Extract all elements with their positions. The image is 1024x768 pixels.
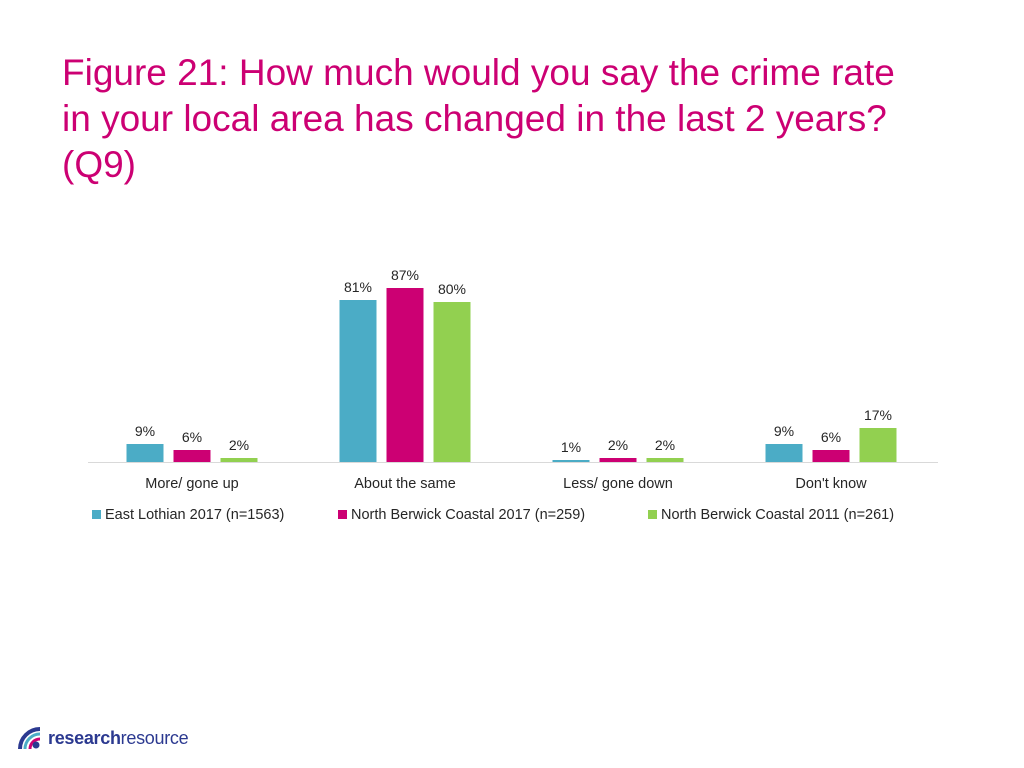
logo-text-bold: research <box>48 727 121 748</box>
legend-label-1: North Berwick Coastal 2017 (n=259) <box>351 507 585 523</box>
bar-2-0 <box>552 460 590 462</box>
bar-3-0 <box>765 444 803 462</box>
bar-1-1 <box>386 288 424 462</box>
data-label-2-0: 1% <box>561 439 581 455</box>
logo-text: researchresource <box>48 727 189 749</box>
data-label-3-2: 17% <box>864 407 892 423</box>
data-label-0-0: 9% <box>135 423 155 439</box>
bars-layer <box>126 288 897 462</box>
data-label-0-1: 6% <box>182 429 202 445</box>
bar-1-2 <box>433 302 471 462</box>
bar-1-0 <box>339 300 377 462</box>
data-label-3-1: 6% <box>821 429 841 445</box>
legend-swatch-0 <box>92 510 101 519</box>
bar-0-1 <box>173 450 211 462</box>
logo-arc-icon <box>18 727 41 750</box>
bar-chart: 9% 6% 2% 81% 87% 80% 1% 2% 2% 9% 6% 17% More/ gone … <box>88 267 938 523</box>
category-label-2: Less/ gone down <box>563 476 673 492</box>
legend-label-2: North Berwick Coastal 2011 (n=261) <box>661 507 894 523</box>
data-label-1-0: 81% <box>344 279 372 295</box>
legend-swatch-1 <box>338 510 347 519</box>
legend-swatch-2 <box>648 510 657 519</box>
data-label-1-1: 87% <box>391 267 419 283</box>
bar-3-1 <box>812 450 850 462</box>
data-label-2-2: 2% <box>655 437 675 453</box>
bar-2-2 <box>646 458 684 462</box>
legend: East Lothian 2017 (n=1563) North Berwick … <box>92 507 894 523</box>
category-label-3: Don't know <box>795 476 867 492</box>
data-label-2-1: 2% <box>608 437 628 453</box>
data-label-0-2: 2% <box>229 437 249 453</box>
bar-0-0 <box>126 444 164 462</box>
bar-2-1 <box>599 458 637 462</box>
bar-3-2 <box>859 428 897 462</box>
research-resource-logo: researchresource <box>16 718 189 758</box>
data-label-1-2: 80% <box>438 281 466 297</box>
data-labels-layer: 9% 6% 2% 81% 87% 80% 1% 2% 2% 9% 6% 17% <box>135 267 892 455</box>
legend-label-0: East Lothian 2017 (n=1563) <box>105 507 284 523</box>
category-label-0: More/ gone up <box>145 476 239 492</box>
bar-0-2 <box>220 458 258 462</box>
category-labels-layer: More/ gone up About the same Less/ gone do… <box>145 476 867 492</box>
data-label-3-0: 9% <box>774 423 794 439</box>
category-label-1: About the same <box>354 476 456 492</box>
chart-title: Figure 21: How much would you say the cr… <box>62 52 895 185</box>
logo-text-regular: resource <box>120 727 189 748</box>
